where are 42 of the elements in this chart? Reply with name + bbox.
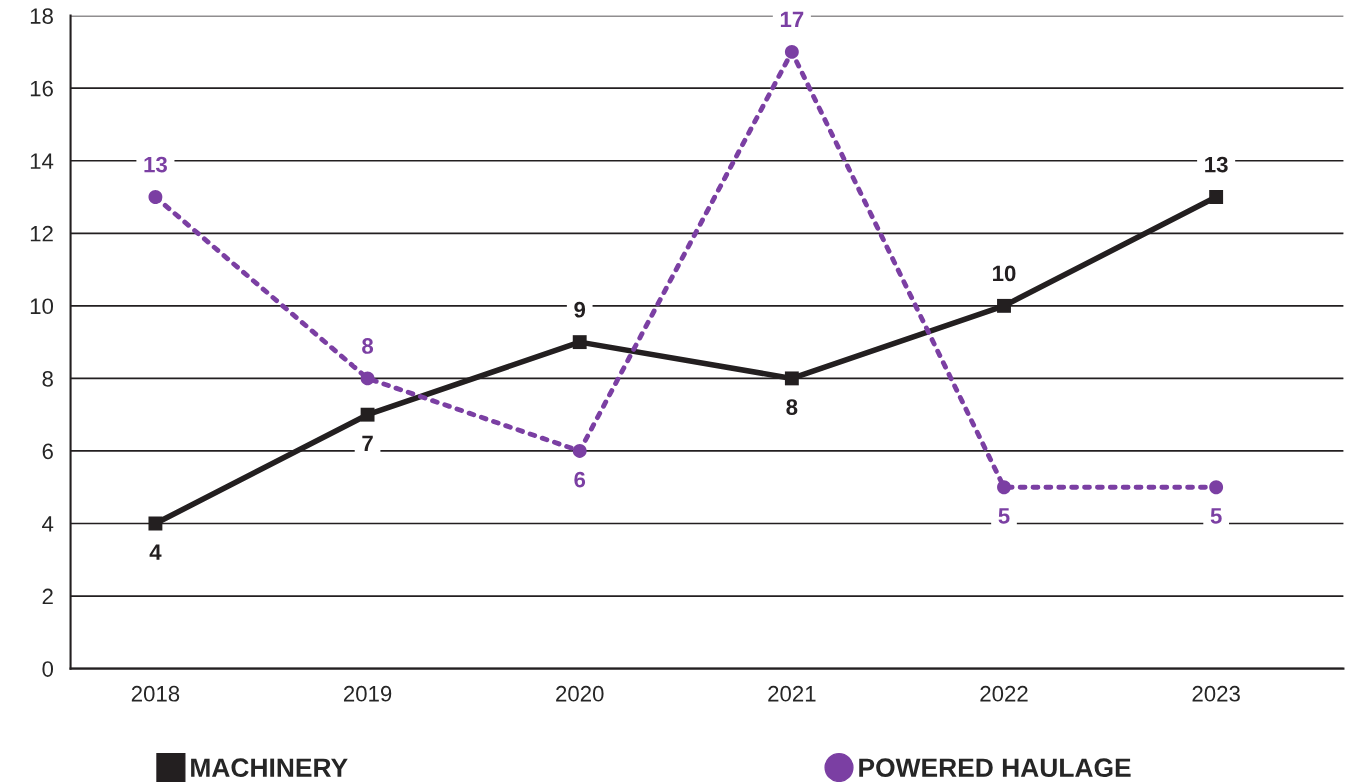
point: [1209, 190, 1224, 204]
point: [1209, 480, 1224, 495]
x-tick-label: 2022: [980, 685, 1028, 702]
x-tick-label: 2023: [1192, 685, 1240, 702]
point: [360, 371, 375, 386]
point: [572, 335, 587, 350]
point: [997, 298, 1011, 313]
x-tick-label: 2018: [131, 685, 180, 702]
data-label: 8: [786, 399, 798, 415]
point: [148, 516, 163, 531]
y-tick-label: 8: [42, 370, 53, 387]
x-tick-label: 2019: [343, 685, 392, 702]
y-tick-label: 6: [42, 443, 53, 460]
point: [360, 407, 375, 422]
data-label: 6: [574, 471, 586, 488]
y-tick-label: 14: [30, 153, 54, 169]
data-label: 13: [144, 156, 167, 173]
point: [784, 371, 799, 386]
y-tick-label: 16: [30, 80, 53, 97]
data-label: 17: [780, 11, 804, 28]
legend-label: POWERED HAULAGE: [859, 758, 1131, 778]
y-tick-label: 10: [30, 298, 54, 315]
data-label: 7: [362, 435, 373, 451]
y-tick-label: 2: [42, 588, 53, 605]
data-label: 13: [1205, 156, 1228, 173]
data-label: 9: [574, 301, 586, 318]
y-tick-label: 12: [30, 225, 53, 242]
x-tick-label: 2020: [556, 685, 604, 702]
data-label: 5: [1210, 508, 1222, 524]
point: [572, 444, 587, 458]
point: [997, 480, 1011, 495]
y-tick-label: 0: [42, 661, 54, 677]
y-tick-label: 18: [30, 8, 53, 24]
legend-label: MACHINERY: [191, 758, 348, 778]
point: [784, 44, 799, 59]
point: [148, 190, 163, 204]
y-tick-label: 4: [42, 516, 54, 532]
data-label: 5: [998, 508, 1010, 524]
data-label: 4: [149, 544, 162, 560]
x-tick-label: 2021: [768, 685, 816, 702]
data-label: 8: [362, 338, 374, 354]
data-label: 10: [993, 265, 1016, 282]
